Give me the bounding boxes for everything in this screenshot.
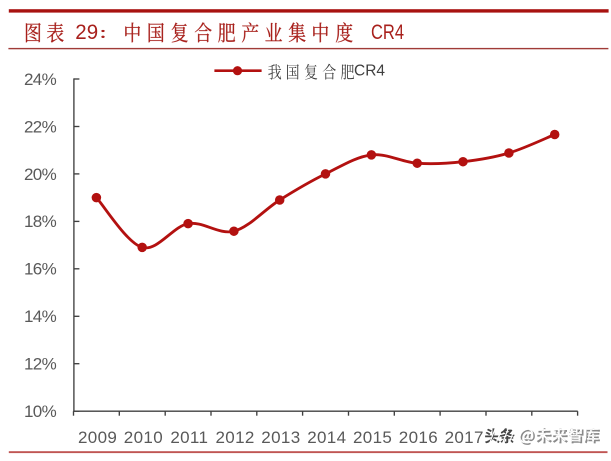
svg-text:29: 29: [75, 21, 98, 44]
svg-text:2014: 2014: [307, 428, 346, 447]
svg-text:2010: 2010: [124, 428, 163, 447]
svg-text:2015: 2015: [353, 428, 392, 447]
svg-text:2013: 2013: [261, 428, 300, 447]
svg-text:20%: 20%: [24, 165, 57, 184]
svg-text:2017: 2017: [445, 428, 484, 447]
svg-text:18%: 18%: [24, 212, 57, 231]
svg-text:16%: 16%: [24, 260, 57, 279]
svg-text:CR4: CR4: [371, 21, 404, 44]
svg-text:2012: 2012: [215, 428, 254, 447]
svg-text:2009: 2009: [78, 428, 117, 447]
svg-text:14%: 14%: [24, 307, 57, 326]
svg-text:2011: 2011: [170, 428, 208, 447]
svg-text:2016: 2016: [399, 428, 438, 447]
svg-text:24%: 24%: [24, 70, 57, 89]
svg-text:CR4: CR4: [354, 62, 385, 79]
svg-text:10%: 10%: [24, 402, 57, 421]
svg-text:22%: 22%: [24, 117, 57, 136]
svg-text:12%: 12%: [24, 355, 57, 374]
